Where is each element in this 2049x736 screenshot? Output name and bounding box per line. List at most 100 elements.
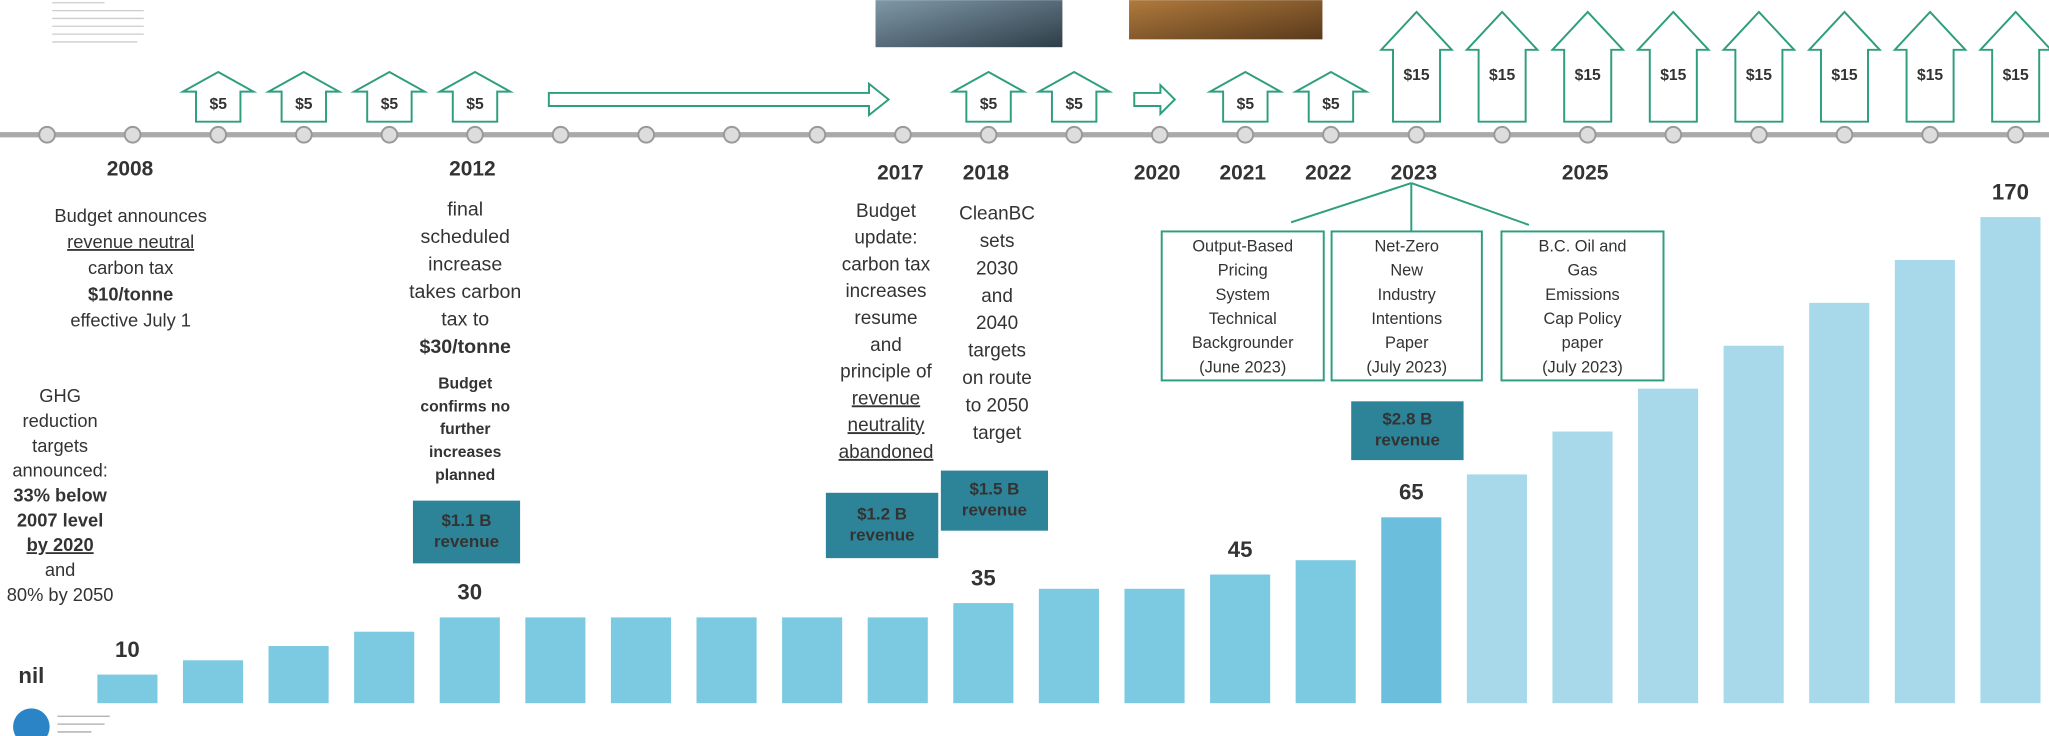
increase-label: $15 [1403, 67, 1429, 84]
report-text: Paper [1385, 334, 1429, 352]
revenue-text: $1.2 B [857, 504, 907, 523]
timeline-dot [1751, 127, 1767, 143]
report-text: Net-Zero [1375, 237, 1439, 255]
report-text: Emissions [1545, 286, 1619, 304]
bar [1124, 589, 1184, 703]
bar [1895, 260, 1955, 703]
annotation-line: target [973, 423, 1022, 444]
photo [1129, 0, 1322, 39]
timeline-dot [1494, 127, 1510, 143]
annotation-line: and [870, 335, 902, 356]
timeline-dot [553, 127, 569, 143]
revenue-text: revenue [962, 501, 1027, 520]
annotation-line: planned [435, 467, 495, 484]
photo [876, 0, 1063, 47]
report-text: System [1216, 286, 1270, 304]
year-label: 2018 [963, 161, 1009, 184]
value-label: nil [18, 663, 44, 688]
annotation-line: confirms no [420, 398, 510, 415]
increase-label: $15 [2003, 67, 2029, 84]
report-text: Intentions [1371, 310, 1442, 328]
report-text: Backgrounder [1192, 334, 1294, 352]
bar [183, 660, 243, 703]
bar [354, 632, 414, 703]
bar [1724, 346, 1784, 703]
bar [525, 617, 585, 703]
timeline-dot [981, 127, 997, 143]
increase-label: $5 [295, 96, 313, 113]
annotation-line: abandoned [839, 442, 934, 463]
year-label: 2022 [1305, 161, 1351, 184]
annotation-line: 2040 [976, 313, 1018, 334]
bar [611, 617, 671, 703]
bar [1296, 560, 1356, 703]
revenue-text: revenue [434, 532, 499, 551]
bar [1638, 389, 1698, 704]
timeline-dot [1238, 127, 1254, 143]
annotation-line: $10/tonne [88, 283, 173, 304]
bar [1381, 517, 1441, 703]
value-label: 170 [1992, 179, 2029, 204]
timeline-dot [382, 127, 398, 143]
header-scribble [52, 3, 143, 42]
report-text: Gas [1568, 262, 1598, 280]
timeline-dot [895, 127, 911, 143]
page: Carbon tax timeline {"chart_data": {"typ… [0, 0, 2049, 736]
annotation-line: reduction [23, 410, 98, 431]
timeline-dot [1665, 127, 1681, 143]
annotation-line: announced: [12, 460, 108, 481]
annotation-line: targets [968, 341, 1026, 362]
timeline-dot [467, 127, 483, 143]
annotation-line: neutrality [848, 415, 925, 436]
annotation-line: increases [429, 444, 502, 461]
annotation-line: 33% below [13, 485, 107, 506]
annotation-line: by 2020 [27, 534, 94, 555]
timeline-dot [2008, 127, 2024, 143]
annotation-line: GHG [39, 385, 81, 406]
year-label: 2025 [1562, 161, 1609, 184]
year-label: 2020 [1134, 161, 1180, 184]
annotation-line: principle of [840, 362, 932, 383]
report-text: (June 2023) [1199, 358, 1286, 376]
report-text: B.C. Oil and [1538, 237, 1626, 255]
increase-label: $15 [1917, 67, 1943, 84]
bar [440, 617, 500, 703]
increase-label: $5 [1322, 96, 1340, 113]
timeline-dot [1323, 127, 1339, 143]
timeline-dot [724, 127, 740, 143]
revenue-text: $1.1 B [442, 511, 492, 530]
bar [97, 675, 157, 704]
annotation-line: further [440, 421, 491, 438]
annotation-line: carbon tax [88, 257, 173, 278]
annotation-line: takes carbon [409, 281, 521, 303]
timeline-dot [810, 127, 826, 143]
annotation-line: 80% by 2050 [7, 584, 114, 605]
revenue-text: $2.8 B [1382, 410, 1432, 429]
timeline-dot [1837, 127, 1853, 143]
timeline-dot [1066, 127, 1082, 143]
bar [1467, 474, 1527, 703]
annotation-line: sets [980, 231, 1015, 252]
bar [697, 617, 757, 703]
freeze-arrow [549, 84, 889, 115]
value-label: 45 [1228, 537, 1253, 562]
increase-label: $5 [466, 96, 484, 113]
annotation-line: and [45, 559, 76, 580]
annotation-line: tax to [441, 308, 489, 330]
timeline-dot [210, 127, 226, 143]
report-text: Output-Based [1192, 237, 1293, 255]
increase-label: $15 [1831, 67, 1857, 84]
increase-label: $15 [1575, 67, 1601, 84]
bar [1210, 575, 1270, 704]
timeline-dot [1409, 127, 1425, 143]
annotation-line: final [447, 199, 483, 221]
timeline-dot [296, 127, 312, 143]
revenue-text: $1.5 B [969, 480, 1019, 499]
bar [1809, 303, 1869, 703]
year-label: 2021 [1219, 161, 1266, 184]
annotation-line: increases [845, 281, 926, 302]
report-text: New [1390, 262, 1423, 280]
annotation-line: targets [32, 435, 88, 456]
report-text: Pricing [1218, 262, 1268, 280]
timeline-dot [1580, 127, 1596, 143]
